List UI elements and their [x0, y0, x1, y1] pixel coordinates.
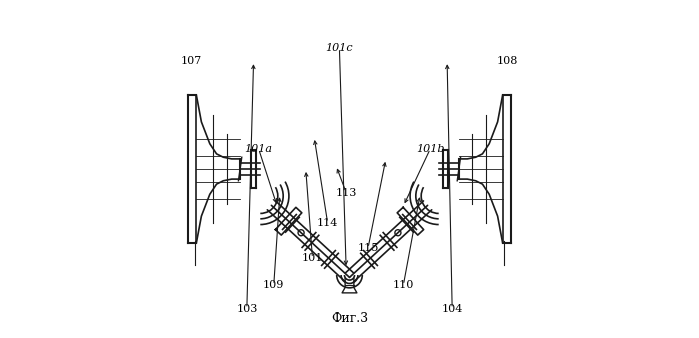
Text: 115: 115: [357, 243, 379, 253]
Text: 107: 107: [180, 56, 202, 66]
Text: 110: 110: [393, 280, 414, 290]
Text: 114: 114: [317, 218, 338, 228]
Text: 108: 108: [497, 56, 519, 66]
Text: 101a: 101a: [245, 144, 273, 154]
Text: Фиг.3: Фиг.3: [331, 312, 368, 325]
Text: 101c: 101c: [326, 43, 353, 53]
Text: 109: 109: [263, 280, 284, 290]
Text: 104: 104: [442, 304, 463, 314]
Text: 103: 103: [236, 304, 257, 314]
Text: 101: 101: [302, 253, 323, 263]
Text: 113: 113: [336, 188, 356, 198]
Text: 101b: 101b: [416, 144, 445, 154]
